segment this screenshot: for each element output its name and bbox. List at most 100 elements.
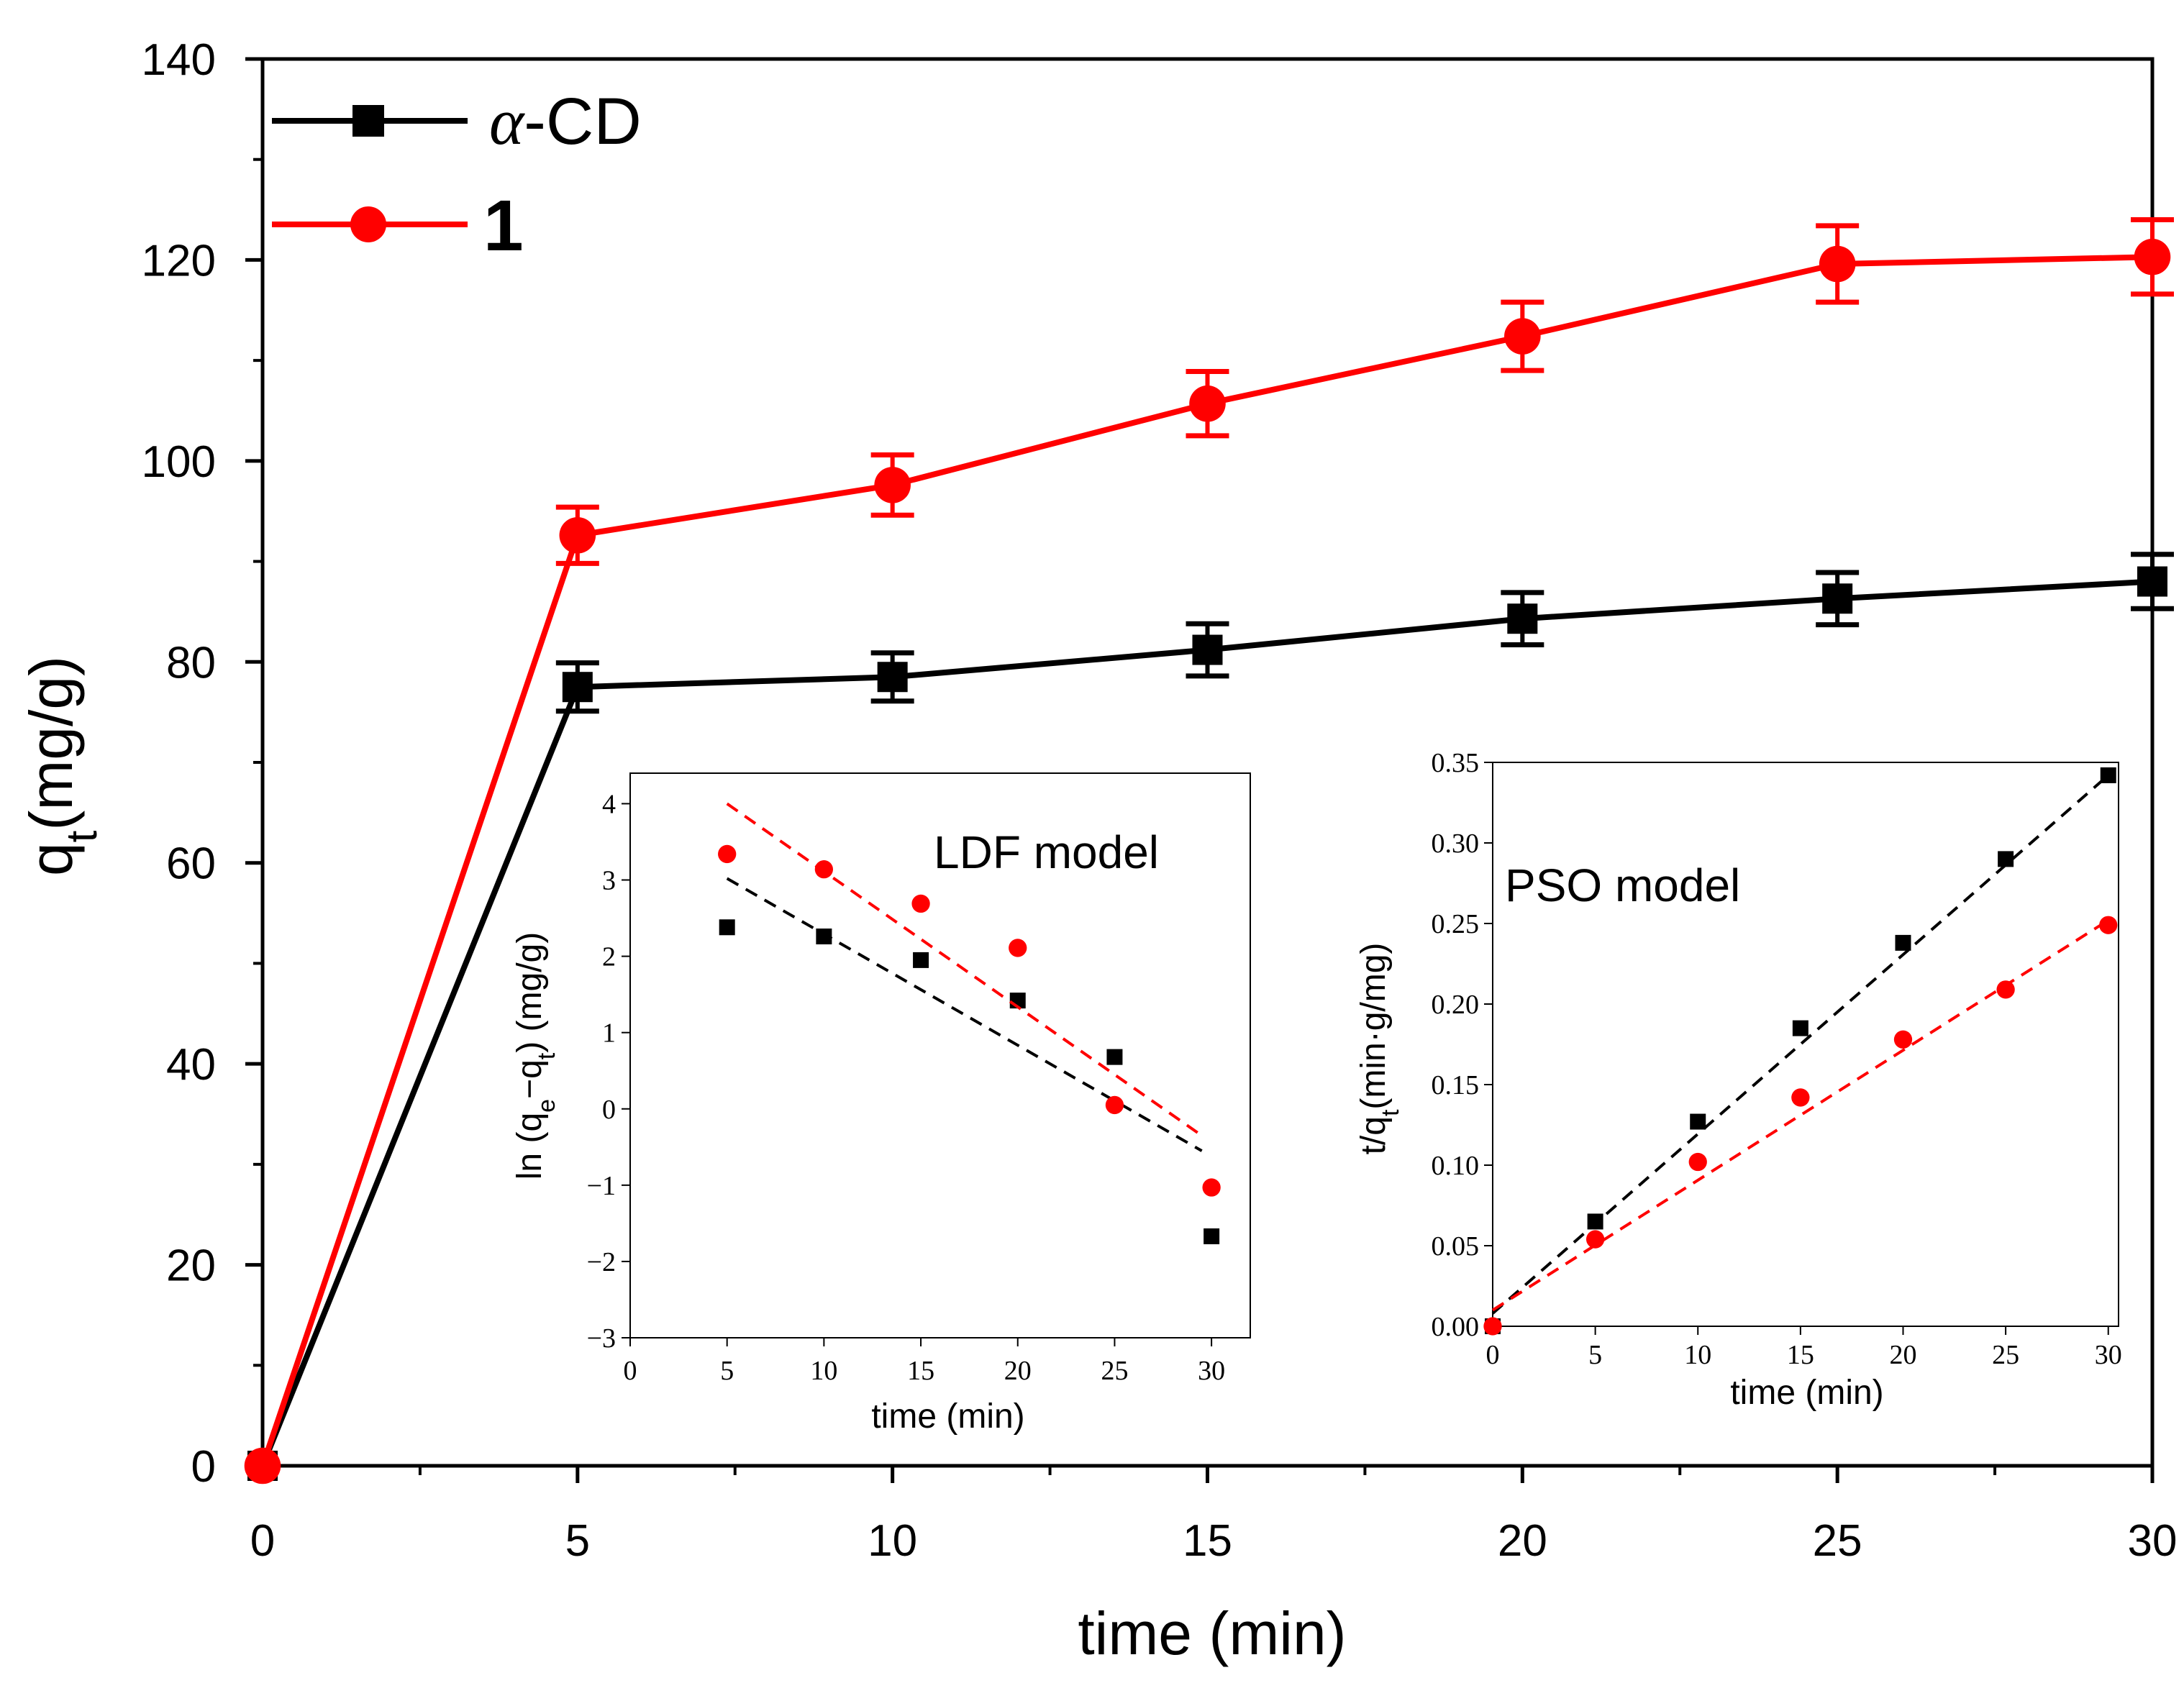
ldf-y-tick-label: −3 [587,1323,616,1354]
pso-y-tick-label: 0.10 [1432,1151,1480,1181]
pso-y-tick-label: 0.25 [1432,909,1480,939]
pso-y-tick-label: 0.15 [1432,1070,1480,1100]
pso-x-tick-label: 0 [1486,1340,1500,1370]
main-x-tick-label: 5 [565,1516,590,1566]
ldf-data-point-one [718,844,737,864]
data-point-one [1504,318,1541,355]
ldf-y-tick-label: 0 [602,1095,616,1125]
main-x-tick-label: 20 [1498,1516,1547,1566]
main-series [244,217,2174,1484]
pso-x-tick-label: 20 [1889,1340,1916,1370]
pso-y-tick-label: 0.35 [1432,748,1480,778]
pso-series [1483,767,2118,1336]
pso-data-point-one [1483,1317,1502,1336]
data-point-alpha-cd [2137,566,2167,597]
ldf-fit-line-one [726,802,1203,1137]
ldf-data-point-alpha-cd [719,919,735,936]
data-point-one [1819,245,1856,283]
pso-x-tick-label: 30 [2095,1340,2122,1370]
ldf-x-tick-label: 10 [810,1356,837,1386]
legend-alpha-suffix: -CD [524,85,642,158]
ldf-data-point-alpha-cd [1106,1049,1123,1065]
ldf-x-tick-label: 30 [1198,1356,1225,1386]
data-point-one [2134,238,2171,275]
legend-marker-square [352,105,384,137]
ldf-x-tick-label: 15 [907,1356,934,1386]
pso-y-tick-label: 0.20 [1432,990,1480,1020]
pso-data-point-one [1585,1230,1605,1249]
ldf-y-tick-label: 3 [602,866,616,896]
main-y-tick-label: 20 [166,1241,216,1291]
legend-label-one: 1 [483,186,524,266]
ldf-x-tick-label: 20 [1004,1356,1032,1386]
main-y-tick-label: 120 [142,236,216,286]
pso-data-point-alpha-cd [1792,1020,1808,1036]
legend-alpha-symbol: α [489,85,525,158]
data-point-alpha-cd [1822,583,1853,614]
main-y-tick-label: 60 [166,839,216,889]
main-x-axis-title: time (min) [1078,1600,1346,1667]
main-y-axis-title-q: q [17,842,85,876]
main-y-tick-label: 80 [166,638,216,688]
ldf-y-tick-label: 1 [602,1018,616,1049]
pso-x-tick-label: 5 [1588,1340,1602,1370]
ldf-data-point-one [1009,939,1027,957]
data-point-one [244,1447,281,1484]
pso-data-point-alpha-cd [1895,934,1911,951]
pso-y-axis-title: t/qt(min·g/mg) [1355,943,1404,1155]
pso-data-point-one [1791,1088,1810,1107]
pso-data-point-one [2099,916,2118,934]
ldf-data-point-alpha-cd [913,952,929,968]
ldf-x-tick-label: 5 [720,1356,734,1386]
main-x-tick-label: 15 [1183,1516,1232,1566]
main-y-axis-title-sub: t [58,830,106,842]
pso-data-point-alpha-cd [2100,767,2116,783]
data-point-alpha-cd [877,662,908,693]
pso-data-point-alpha-cd [1587,1213,1603,1230]
data-point-alpha-cd [1507,603,1538,634]
ldf-inset-frame [629,772,1251,1338]
data-point-one [559,516,596,554]
pso-y-tick-label: 0.00 [1432,1312,1480,1342]
main-y-axis-title-unit: (mg/g) [17,656,85,831]
pso-y-axis-title-unit: (min·g/mg) [1355,943,1393,1110]
pso-axes: 0 5 10 15 20 25 30 0.00 0.05 0.10 0.15 0.20 0.25 0.30… [1432,748,2122,1370]
ldf-x-axis-title: time (min) [871,1397,1024,1436]
pso-x-tick-label: 25 [1992,1340,2019,1370]
main-x-tick-label: 10 [868,1516,917,1566]
ldf-data-point-alpha-cd [1204,1228,1220,1244]
ldf-data-point-one [814,860,834,879]
main-y-axis-title: qt(mg/g) [17,656,106,876]
ldf-data-point-one [1202,1178,1221,1197]
pso-data-point-alpha-cd [1998,851,2014,867]
main-x-tick-label: 30 [2128,1516,2178,1566]
ldf-y-tick-label: 4 [602,789,616,819]
legend: α-CD 1 [272,85,642,266]
pso-y-axis-title-main: t/q [1355,1116,1393,1154]
data-point-alpha-cd [562,672,593,703]
ldf-data-point-alpha-cd [816,929,832,945]
ldf-y-tick-label: 2 [602,942,616,972]
pso-inset-title: PSO model [1505,859,1740,911]
pso-data-point-alpha-cd [1690,1113,1706,1130]
pso-y-axis-title-sub: t [1377,1109,1404,1116]
data-point-alpha-cd [1192,634,1223,665]
legend-label-alpha-cd: α-CD [489,85,642,158]
main-x-tick-label: 25 [1813,1516,1862,1566]
ldf-data-point-one [1105,1095,1124,1115]
pso-y-tick-label: 0.30 [1432,829,1480,859]
ldf-axes: 0 5 10 15 20 25 30 −3 −2 −1 0 1 2 3 4 [587,789,1226,1386]
ldf-y-tick-label: −1 [587,1171,616,1201]
main-x-tick-label: 0 [250,1516,275,1566]
pso-data-point-one [1893,1030,1913,1049]
ldf-data-point-one [911,894,930,913]
main-y-tick-label: 40 [166,1040,216,1090]
ldf-x-tick-label: 25 [1101,1356,1128,1386]
ldf-x-tick-label: 0 [624,1356,637,1386]
ldf-y-tick-label: −2 [587,1247,616,1277]
pso-y-tick-label: 0.05 [1432,1231,1480,1262]
ldf-series [718,802,1221,1244]
